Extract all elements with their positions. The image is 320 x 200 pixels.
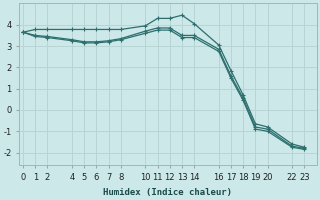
X-axis label: Humidex (Indice chaleur): Humidex (Indice chaleur) [103, 188, 232, 197]
